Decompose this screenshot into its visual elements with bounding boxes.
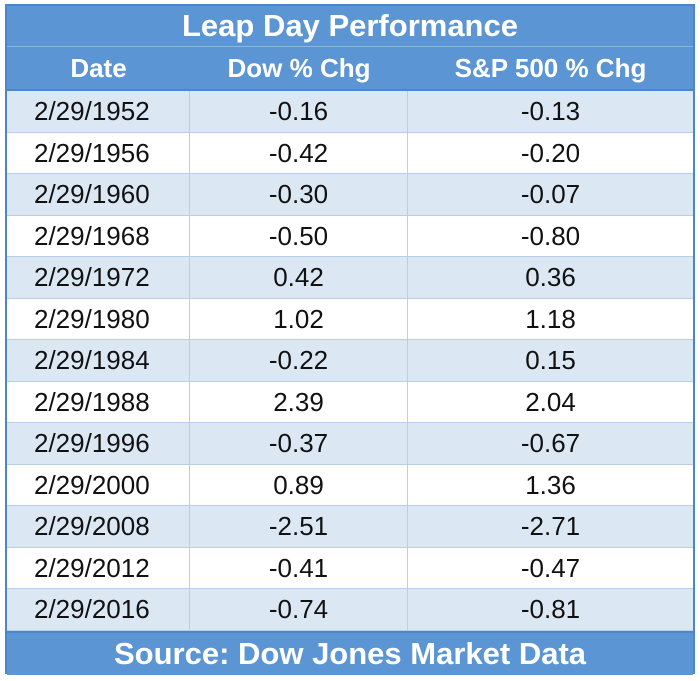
table-row: 2/29/2016 -0.74 -0.81 <box>7 589 693 631</box>
dow-change-cell: 2.39 <box>190 381 408 422</box>
table-row: 2/29/1968 -0.50 -0.80 <box>7 215 693 257</box>
dow-change-cell: -0.37 <box>190 423 408 464</box>
date-cell: 2/29/2000 <box>7 464 190 505</box>
dow-change-cell: -0.41 <box>190 547 408 588</box>
date-cell: 2/29/1968 <box>7 215 190 256</box>
dow-change-cell: -0.74 <box>190 589 408 630</box>
table-row: 2/29/1956 -0.42 -0.20 <box>7 132 693 174</box>
sp500-change-cell: 2.04 <box>525 386 576 417</box>
sp500-change-cell: 0.36 <box>525 262 576 292</box>
dow-change-cell: -0.22 <box>190 340 408 381</box>
table-title: Leap Day Performance <box>7 6 693 47</box>
sp500-change-cell: -0.20 <box>520 137 581 168</box>
table-row: 2/29/2012 -0.41 -0.47 <box>7 547 693 589</box>
sp500-change-cell: -2.71 <box>520 511 581 541</box>
source-footer: Source: Dow Jones Market Data <box>7 630 693 675</box>
table-row: 2/29/1960 -0.30 -0.07 <box>7 174 693 216</box>
table-row: 2/29/2000 0.89 1.36 <box>7 464 693 506</box>
date-cell: 2/29/1956 <box>7 132 190 173</box>
sp500-change-cell: 1.18 <box>525 303 576 334</box>
table-row: 2/29/1952 -0.16 -0.13 <box>7 91 693 133</box>
date-cell: 2/29/1984 <box>7 340 190 381</box>
date-cell: 2/29/1952 <box>7 91 190 132</box>
column-header-date: Date <box>70 53 127 83</box>
table-row: 2/29/1980 1.02 1.18 <box>7 298 693 340</box>
date-cell: 2/29/2008 <box>7 506 190 547</box>
dow-change-cell: 0.89 <box>190 464 408 505</box>
date-cell: 2/29/2016 <box>7 589 190 630</box>
date-cell: 2/29/1960 <box>7 174 190 215</box>
dow-change-cell: -0.16 <box>190 91 408 132</box>
date-cell: 2/29/1996 <box>7 423 190 464</box>
date-cell: 2/29/1972 <box>7 257 190 298</box>
dow-change-cell: 1.02 <box>190 298 408 339</box>
dow-change-cell: 0.42 <box>190 257 408 298</box>
column-header-dow: Dow % Chg <box>227 53 371 83</box>
sp500-change-cell: -0.67 <box>520 428 581 458</box>
sp500-change-cell: -0.80 <box>520 220 581 251</box>
dow-change-cell: -2.51 <box>190 506 408 547</box>
date-cell: 2/29/1980 <box>7 298 190 339</box>
sp500-change-cell: -0.47 <box>520 552 581 583</box>
sp500-change-cell: -0.13 <box>520 96 581 126</box>
column-header-sp500: S&P 500 % Chg <box>454 53 647 83</box>
sp500-change-cell: -0.81 <box>520 594 581 624</box>
table-body: 2/29/1952 -0.16 -0.13 2/29/1956 -0.42 -0.20 2/… <box>7 91 693 631</box>
leap-day-table: Leap Day Performance Date Dow % Chg S&P … <box>5 4 695 675</box>
table-row: 2/29/1972 0.42 0.36 <box>7 257 693 299</box>
sp500-change-cell: -0.07 <box>520 179 581 209</box>
table-row: 2/29/2008 -2.51 -2.71 <box>7 506 693 548</box>
header-row: Date Dow % Chg S&P 500 % Chg <box>7 47 693 91</box>
sp500-change-cell: 1.36 <box>525 469 576 500</box>
table-row: 2/29/1988 2.39 2.04 <box>7 381 693 423</box>
sp500-change-cell: 0.15 <box>525 345 576 375</box>
dow-change-cell: -0.50 <box>190 215 408 256</box>
dow-change-cell: -0.42 <box>190 132 408 173</box>
dow-change-cell: -0.30 <box>190 174 408 215</box>
table-row: 2/29/1984 -0.22 0.15 <box>7 340 693 382</box>
table-row: 2/29/1996 -0.37 -0.67 <box>7 423 693 465</box>
date-cell: 2/29/2012 <box>7 547 190 588</box>
date-cell: 2/29/1988 <box>7 381 190 422</box>
